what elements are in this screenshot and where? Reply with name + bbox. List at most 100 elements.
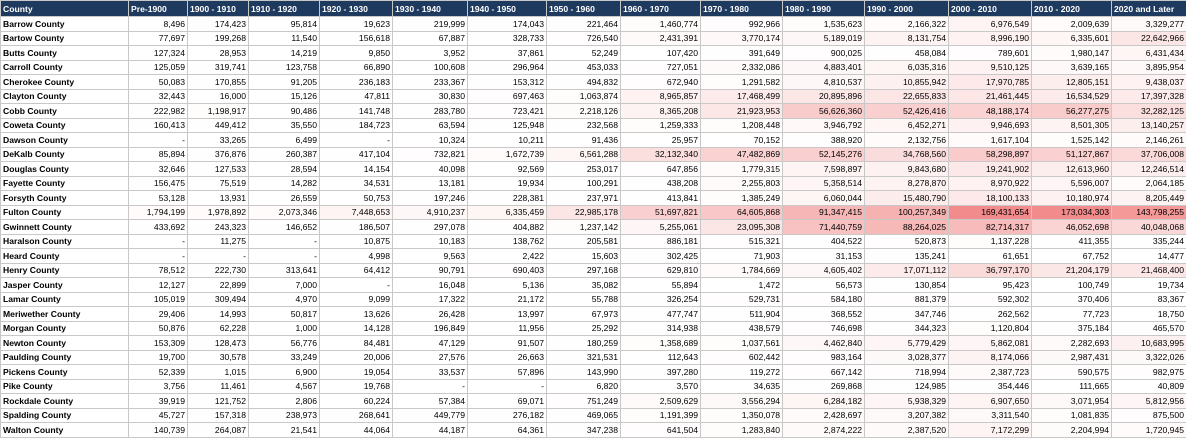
value-cell: 92,569 — [467, 161, 547, 177]
value-cell: 30,830 — [392, 88, 468, 104]
value-cell: 222,730 — [187, 262, 249, 278]
value-cell: 3,329,277 — [1111, 16, 1186, 32]
value-cell: 3,952 — [392, 45, 468, 61]
county-name-cell: Fulton County — [0, 204, 129, 220]
table-row: Butts County 127,324 28,953 14,219 9,850 3,95… — [0, 45, 1186, 61]
value-cell: 690,403 — [467, 262, 547, 278]
value-cell: 130,854 — [864, 277, 949, 293]
value-cell: 91,436 — [546, 132, 621, 148]
value-cell: 2,387,723 — [948, 364, 1032, 380]
value-cell: 60,224 — [319, 393, 393, 409]
value-cell: 276,182 — [467, 407, 547, 423]
value-cell: 6,035,316 — [864, 59, 949, 75]
value-cell: 1,385,249 — [700, 190, 783, 206]
value-cell: - — [467, 378, 547, 394]
value-cell: 13,626 — [319, 306, 393, 322]
value-cell: 4,567 — [248, 378, 320, 394]
value-cell: 314,938 — [620, 320, 701, 336]
value-cell: 14,282 — [248, 175, 320, 191]
value-cell: 10,683,995 — [1111, 335, 1186, 351]
value-cell: 9,510,125 — [948, 59, 1032, 75]
value-cell: 2,387,520 — [864, 422, 949, 438]
value-cell: 8,501,305 — [1031, 117, 1112, 133]
value-cell: 13,181 — [392, 175, 468, 191]
value-cell: 264,087 — [187, 422, 249, 438]
value-cell: 66,890 — [319, 59, 393, 75]
value-cell: 515,321 — [700, 233, 783, 249]
value-cell: 58,298,897 — [948, 146, 1032, 162]
county-name-cell: Dawson County — [0, 132, 129, 148]
value-cell: 160,413 — [128, 117, 188, 133]
value-cell: 397,280 — [620, 364, 701, 380]
value-cell: 125,059 — [128, 59, 188, 75]
value-cell: 32,132,340 — [620, 146, 701, 162]
value-cell: 174,423 — [187, 16, 249, 32]
value-cell: 17,071,112 — [864, 262, 949, 278]
value-cell: 368,552 — [782, 306, 865, 322]
table-row: Haralson County -11,275-10,875 10,183 138,7… — [0, 233, 1186, 249]
table-row: Pickens County 52,339 1,015 6,900 19,054 33,5… — [0, 364, 1186, 380]
value-cell: 875,500 — [1111, 407, 1186, 423]
column-header: 2020 and Later — [1111, 0, 1186, 17]
value-cell: 111,665 — [1031, 378, 1112, 394]
value-cell: 296,964 — [467, 59, 547, 75]
value-cell: - — [187, 248, 249, 264]
county-name-cell: DeKalb County — [0, 146, 129, 162]
value-cell: 6,335,601 — [1031, 30, 1112, 46]
county-name-cell: Henry County — [0, 262, 129, 278]
value-cell: 297,168 — [546, 262, 621, 278]
value-cell: 53,128 — [128, 190, 188, 206]
county-name-cell: Spalding County — [0, 407, 129, 423]
value-cell: 477,747 — [620, 306, 701, 322]
county-name-cell: Lamar County — [0, 291, 129, 307]
value-cell: 8,131,754 — [864, 30, 949, 46]
value-cell: 35,550 — [248, 117, 320, 133]
value-cell: 8,996,190 — [948, 30, 1032, 46]
table-row: Morgan County 50,876 62,228 1,000 14,128 196,… — [0, 320, 1186, 336]
value-cell: 69,071 — [467, 393, 547, 409]
table-row: Meriwether County 29,406 14,993 50,817 13,62… — [0, 306, 1186, 322]
value-cell: 13,997 — [467, 306, 547, 322]
value-cell: 881,379 — [864, 291, 949, 307]
value-cell: 23,095,308 — [700, 219, 783, 235]
value-cell: 83,367 — [1111, 291, 1186, 307]
column-header: 1900 - 1910 — [187, 0, 249, 17]
value-cell: 1,283,840 — [700, 422, 783, 438]
value-cell: 11,956 — [467, 320, 547, 336]
value-cell: 16,534,529 — [1031, 88, 1112, 104]
value-cell: 2,132,756 — [864, 132, 949, 148]
value-cell: 376,876 — [187, 146, 249, 162]
table-row: Lamar County 105,019 309,494 4,970 9,099 17,3… — [0, 291, 1186, 307]
value-cell: 3,028,377 — [864, 349, 949, 365]
value-cell: - — [128, 132, 188, 148]
value-cell: 146,652 — [248, 219, 320, 235]
value-cell: 1,525,142 — [1031, 132, 1112, 148]
value-cell: 5,189,019 — [782, 30, 865, 46]
value-cell: 602,442 — [700, 349, 783, 365]
value-cell: 262,562 — [948, 306, 1032, 322]
value-cell: 1,472 — [700, 277, 783, 293]
value-cell: 7,000 — [248, 277, 320, 293]
value-cell: 12,805,151 — [1031, 74, 1112, 90]
county-name-cell: Newton County — [0, 335, 129, 351]
value-cell: 140,739 — [128, 422, 188, 438]
value-cell: 723,421 — [467, 103, 547, 119]
value-cell: 2,282,693 — [1031, 335, 1112, 351]
value-cell: 584,180 — [782, 291, 865, 307]
value-cell: 14,477 — [1111, 248, 1186, 264]
table-row: Clayton County 32,443 16,000 15,126 47,811 30… — [0, 88, 1186, 104]
value-cell: 2,255,803 — [700, 175, 783, 191]
value-cell: 9,843,680 — [864, 161, 949, 177]
value-cell: 19,623 — [319, 16, 393, 32]
county-name-cell: Butts County — [0, 45, 129, 61]
value-cell: 751,249 — [546, 393, 621, 409]
table-row: Fayette County 156,475 75,519 14,282 34,531 1… — [0, 175, 1186, 191]
value-cell: 3,322,026 — [1111, 349, 1186, 365]
value-cell: 84,481 — [319, 335, 393, 351]
value-cell: 238,973 — [248, 407, 320, 423]
value-cell: 3,207,382 — [864, 407, 949, 423]
value-cell: 22,899 — [187, 277, 249, 293]
value-cell: 138,762 — [467, 233, 547, 249]
table-row: Fulton County 1,794,199 1,978,892 2,073,346… — [0, 204, 1186, 220]
value-cell: 44,187 — [392, 422, 468, 438]
